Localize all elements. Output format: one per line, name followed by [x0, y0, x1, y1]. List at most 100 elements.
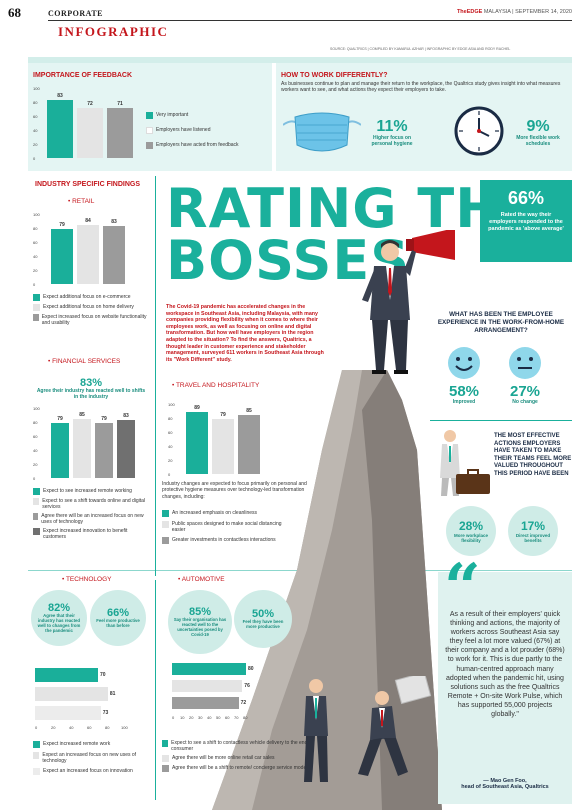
legend-item: Expect additional focus on home delivery [33, 304, 151, 311]
tick-label: 20 [33, 142, 38, 147]
tick-label: 80 [33, 420, 38, 425]
tick-label: 50 [216, 715, 221, 720]
tick-label: 100 [33, 406, 40, 411]
stat-label: More workplace flexibility [453, 532, 488, 543]
financial-title: • FINANCIAL SERVICES [48, 358, 121, 365]
travel-description: Industry changes are expected to focus p… [162, 481, 307, 500]
bar-online-digital [73, 418, 91, 478]
tick-label: 80 [33, 100, 38, 105]
tick-label: 100 [121, 725, 128, 730]
stat-label: Improved [452, 399, 476, 405]
bar-remote-service [172, 697, 239, 709]
businessman-briefcase-illustration [440, 430, 490, 496]
value-label: 79 [59, 221, 65, 228]
workplace-flexibility-stat: 28% More workplace flexibility [446, 506, 496, 556]
tick-label: 80 [105, 725, 110, 730]
tick-label: 0 [33, 156, 36, 161]
value-label: 71 [117, 101, 123, 108]
stat-percent: 85% [188, 606, 212, 619]
header-rule [48, 20, 572, 21]
improved-benefits-stat: 17% Direct improved benefits [508, 506, 558, 556]
stat-label: More flexible work schedules [516, 135, 560, 147]
legend-swatch [33, 513, 39, 520]
actions-title: THE MOST EFFECTIVE ACTIONS EMPLOYERS HAV… [494, 433, 572, 477]
quote-text: As a result of their employers' quick th… [445, 611, 565, 719]
value-label: 72 [240, 700, 247, 706]
technology-title: • TECHNOLOGY [62, 576, 112, 583]
technology-legend: Expect increased remote work Expect an i… [33, 741, 151, 775]
stat-percent: 58% [448, 383, 480, 400]
legend-swatch [33, 314, 39, 321]
retail-chart: 100 80 60 40 20 0 79 84 83 [33, 212, 151, 288]
stat-label: No change [512, 399, 538, 405]
how-description: As businesses continue to plan and manag… [281, 81, 561, 94]
tick-label: 0 [168, 472, 171, 477]
importance-title: IMPORTANCE OF FEEDBACK [33, 72, 133, 79]
legend-swatch [146, 112, 153, 119]
value-label: 83 [123, 412, 129, 419]
face-mask-icon [283, 112, 361, 152]
stat-percent: 28% [458, 518, 484, 533]
value-label: 81 [109, 691, 116, 697]
section-divider [430, 420, 572, 421]
legend-item: Expect increased focus on website functi… [33, 314, 151, 326]
legend-swatch [162, 740, 169, 747]
legend-item: Public spaces designed to make social di… [162, 521, 292, 533]
tick-label: 100 [33, 86, 40, 91]
legend-swatch [33, 304, 40, 311]
stat-percent: 17% [520, 518, 546, 533]
value-label: 79 [220, 411, 226, 418]
legend-item: Expect to see a shift to contactless veh… [162, 740, 312, 752]
stat-percent: 11% [376, 118, 408, 135]
section-name: CORPORATE [48, 9, 104, 18]
column-divider [155, 176, 156, 576]
stat-label: Agree that their industry has reacted we… [37, 613, 81, 633]
automotive-axis: 0 10 20 30 40 50 60 70 80 [172, 715, 254, 723]
tick-label: 100 [168, 402, 175, 407]
auto-stat-reacted: 85% Say their organisation has reacted w… [168, 590, 232, 654]
value-label: 73 [102, 710, 109, 716]
clock-icon [454, 106, 504, 156]
legend-item: Employers have listened [146, 127, 268, 134]
bar-innovation [35, 706, 101, 720]
bar-employers-acted [107, 108, 133, 158]
bar-new-technology [95, 422, 113, 478]
financial-stat: 83% Agree their industry has reacted wel… [35, 377, 147, 401]
automotive-chart: 80 76 72 [172, 663, 254, 713]
stat-percent: 66% [507, 188, 545, 208]
bar-innovation [117, 419, 135, 478]
legend-item: Agree there will be an increased focus o… [33, 513, 151, 525]
travel-title: • TRAVEL AND HOSPITALITY [172, 382, 260, 389]
legend-swatch [162, 510, 169, 517]
bar-website [103, 225, 125, 284]
tick-label: 60 [168, 430, 173, 435]
tick-label: 80 [168, 416, 173, 421]
tick-label: 20 [189, 715, 194, 720]
legend-swatch [162, 537, 169, 544]
tick-label: 80 [33, 226, 38, 231]
stat-percent: 82% [47, 602, 71, 615]
no-change-stat: 27% No change [501, 383, 549, 406]
tick-label: 40 [33, 128, 38, 133]
legend-item: An increased emphasis on cleanliness [162, 510, 292, 517]
tick-label: 30 [198, 715, 203, 720]
legend-swatch [162, 521, 169, 528]
tick-label: 20 [33, 462, 38, 467]
value-label: 83 [57, 92, 63, 99]
legend-item: Employers have acted from feedback [146, 142, 268, 149]
importance-chart: 100 80 60 40 20 0 83 72 71 [33, 86, 143, 161]
value-label: 83 [111, 218, 117, 225]
tick-label: 0 [172, 715, 175, 720]
legend-item: Very important [146, 112, 268, 119]
stat-label: Direct improved benefits [515, 532, 551, 543]
tick-label: 20 [168, 458, 173, 463]
legend-swatch [33, 294, 40, 301]
stat-label: Say their organisation has reacted well … [173, 617, 227, 637]
quote-author: — Mao Gen Foo, [483, 778, 527, 784]
bar-remote-working [51, 422, 69, 478]
value-label: 79 [101, 415, 107, 422]
stat-label: Feel more productive than before [96, 618, 140, 628]
legend-item: Agree there will be a shift to remote/ c… [162, 765, 312, 772]
legend-swatch [146, 142, 153, 149]
stat-label: Feel they have been more productive [242, 619, 284, 629]
